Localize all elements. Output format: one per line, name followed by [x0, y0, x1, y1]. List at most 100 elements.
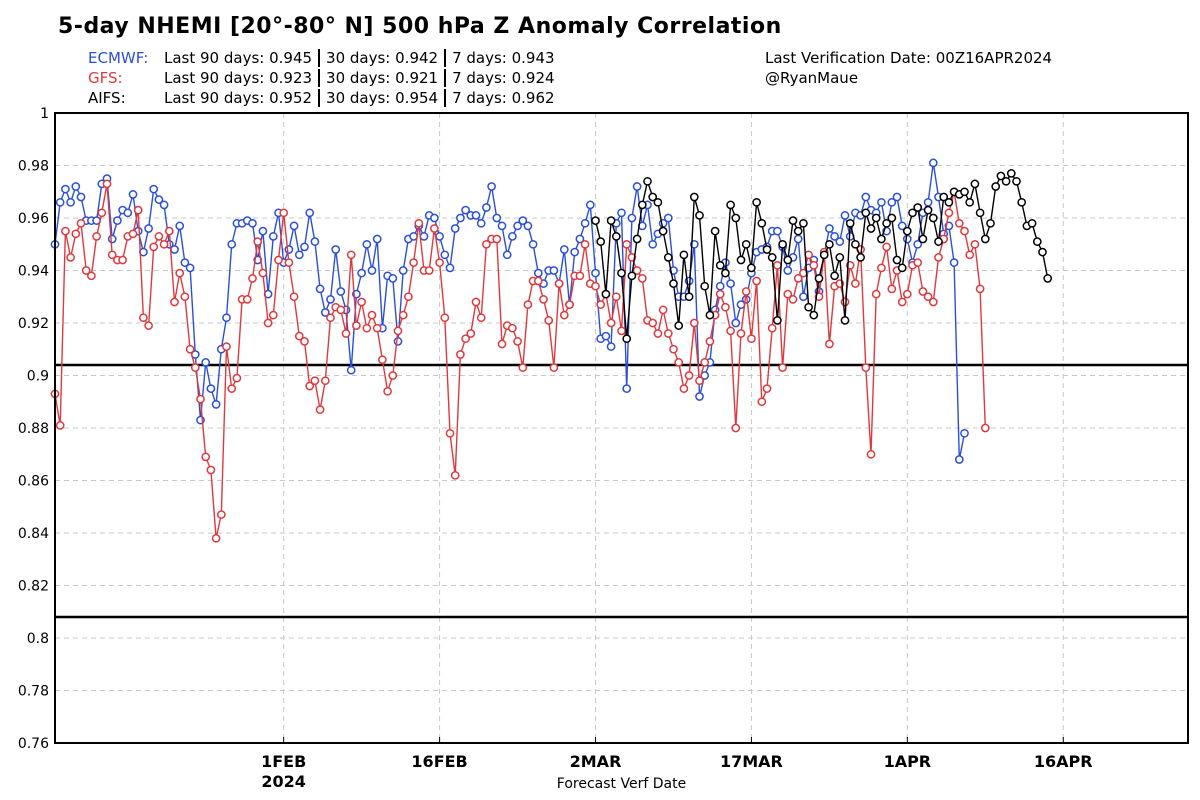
gfs-data-point — [539, 295, 548, 304]
gfs-data-point — [248, 274, 257, 283]
ecmwf-data-point — [799, 292, 808, 302]
gfs-data-point — [736, 329, 746, 338]
aifs-data-point — [980, 234, 990, 244]
gfs-data-point — [227, 384, 237, 393]
gfs-data-point — [871, 289, 881, 299]
x-tick-label: 1APR — [884, 752, 932, 771]
gfs-data-point — [632, 266, 642, 275]
ecmwf-data-point — [482, 203, 491, 212]
stats-30-day: 30 days: 0.954 — [326, 89, 439, 107]
y-tick-label: 0.78 — [18, 684, 49, 700]
aifs-data-point — [793, 226, 803, 236]
aifs-data-point — [939, 192, 949, 202]
aifs-data-point — [887, 213, 897, 223]
ecmwf-data-point — [113, 216, 122, 225]
aifs-data-point — [783, 255, 793, 265]
ecmwf-data-point — [497, 221, 507, 231]
gfs-data-point — [180, 292, 190, 302]
gfs-data-point — [87, 271, 96, 281]
gfs-data-point — [471, 297, 481, 307]
ecmwf-data-point — [222, 313, 231, 323]
gfs-data-point — [596, 300, 606, 309]
gfs-data-point — [825, 339, 834, 349]
gfs-data-point — [149, 242, 159, 252]
ecmwf-data-point — [206, 384, 216, 393]
gfs-data-point — [336, 305, 346, 315]
gfs-data-point — [440, 313, 450, 323]
ecmwf-data-point — [445, 263, 455, 273]
stats-separator — [318, 49, 321, 67]
gfs-data-point — [294, 331, 304, 341]
gfs-data-point — [424, 266, 434, 275]
stats-separator — [444, 49, 447, 67]
gfs-data-point — [508, 323, 517, 333]
aifs-data-point — [622, 334, 632, 344]
gfs-data-point — [700, 358, 710, 367]
gfs-data-point — [456, 350, 465, 359]
gfs-data-point — [482, 239, 491, 249]
gfs-data-point — [918, 287, 928, 296]
gfs-data-point — [289, 292, 299, 302]
gfs-data-point — [352, 321, 361, 330]
aifs-data-point — [928, 213, 938, 223]
gfs-data-point — [372, 323, 382, 333]
aifs-data-point — [923, 205, 933, 215]
ecmwf-data-point — [528, 239, 538, 249]
ecmwf-data-point — [825, 224, 834, 233]
gfs-data-point — [435, 258, 444, 267]
aifs-data-point — [1038, 247, 1047, 257]
aifs-data-point — [705, 310, 715, 320]
ecmwf-data-point — [180, 258, 190, 267]
verification-date: Last Verification Date: 00Z16APR2024 — [765, 49, 1053, 67]
ecmwf-data-point — [76, 192, 86, 202]
gfs-data-point — [357, 297, 366, 307]
gfs-data-point — [159, 239, 169, 249]
gfs-data-point — [341, 329, 351, 338]
gfs-data-point — [300, 337, 309, 346]
ecmwf-data-point — [185, 263, 195, 273]
aifs-data-point — [601, 289, 611, 299]
gfs-data-point — [326, 313, 335, 323]
ecmwf-data-point — [591, 268, 600, 278]
stats-table: ECMWF: Last 90 days: 0.945 30 days: 0.94… — [88, 48, 561, 108]
stats-7-day: 7 days: 0.962 — [452, 89, 555, 107]
y-tick-label: 0.82 — [18, 579, 49, 595]
aifs-data-point — [736, 255, 746, 265]
gfs-data-point — [902, 289, 912, 299]
ecmwf-data-point — [248, 218, 257, 228]
gfs-data-point — [362, 323, 372, 333]
gfs-data-point — [445, 428, 455, 438]
ecmwf-data-point — [372, 234, 382, 244]
gfs-data-point — [268, 310, 278, 320]
aifs-data-point — [799, 218, 808, 228]
aifs-data-point — [965, 197, 975, 207]
gfs-series-line — [54, 183, 986, 539]
gfs-data-point — [923, 292, 933, 302]
aifs-data-point — [1032, 237, 1042, 246]
ecmwf-data-point — [149, 184, 159, 194]
aifs-data-point — [871, 213, 881, 223]
x-tick-label: 16APR — [1034, 752, 1093, 771]
aifs-data-point — [892, 255, 902, 265]
aifs-data-point — [710, 226, 720, 236]
stats-30-day: 30 days: 0.942 — [326, 49, 439, 67]
gfs-data-point — [648, 318, 658, 328]
ecmwf-data-point — [892, 192, 902, 202]
gfs-data-point — [175, 268, 185, 278]
y-tick-label: 0.84 — [18, 526, 49, 542]
gfs-data-point — [128, 229, 138, 239]
stats-90-day: Last 90 days: 0.952 — [164, 89, 313, 107]
gfs-data-point — [185, 344, 195, 354]
stats-separator — [444, 89, 447, 107]
ecmwf-data-point — [201, 358, 211, 367]
ecmwf-data-point — [663, 213, 673, 223]
ecmwf-data-point — [440, 250, 450, 260]
stats-separator — [318, 89, 321, 107]
ecmwf-data-point — [585, 200, 595, 210]
aifs-data-point — [632, 234, 642, 244]
gfs-data-point — [430, 224, 439, 233]
gfs-data-point — [934, 253, 943, 262]
aifs-data-point — [918, 234, 928, 244]
ecmwf-data-point — [159, 200, 169, 210]
